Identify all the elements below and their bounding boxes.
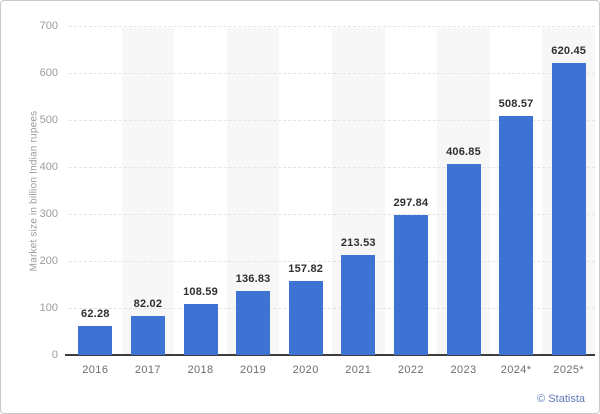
bar-value-label: 157.82 bbox=[288, 262, 324, 275]
gridline bbox=[69, 261, 595, 262]
bar[interactable] bbox=[236, 290, 271, 355]
bar[interactable] bbox=[499, 115, 534, 355]
gridline bbox=[69, 73, 595, 74]
bar[interactable] bbox=[78, 325, 113, 355]
gridline bbox=[69, 26, 595, 27]
y-tick-label: 400 bbox=[39, 161, 58, 173]
x-tick-label: 2017 bbox=[134, 364, 161, 376]
y-tick-label: 100 bbox=[39, 302, 58, 314]
bar-value-label: 297.84 bbox=[393, 197, 429, 210]
x-tick-label: 2016 bbox=[82, 364, 109, 376]
x-tick-label: 2019 bbox=[240, 364, 267, 376]
y-tick-label: 0 bbox=[51, 349, 58, 361]
x-tick-label: 2025* bbox=[553, 364, 585, 376]
y-tick-label: 500 bbox=[39, 114, 58, 126]
bar[interactable] bbox=[130, 316, 165, 355]
x-tick-label: 2024* bbox=[500, 364, 532, 376]
gridline bbox=[69, 167, 595, 168]
x-tick-label: 2021 bbox=[345, 364, 372, 376]
bar[interactable] bbox=[393, 215, 428, 355]
x-axis-line bbox=[65, 354, 595, 356]
bar-value-label: 108.59 bbox=[183, 285, 218, 298]
y-tick-label: 200 bbox=[39, 255, 58, 267]
bar[interactable] bbox=[341, 254, 376, 355]
y-tick-label: 300 bbox=[39, 208, 58, 220]
bar[interactable] bbox=[446, 163, 481, 355]
bar[interactable] bbox=[183, 303, 218, 355]
x-tick-label: 2020 bbox=[292, 364, 319, 376]
bar-value-label: 82.02 bbox=[133, 298, 163, 311]
bar-value-label: 406.85 bbox=[446, 145, 481, 158]
y-axis-title: Market size in billion Indian rupees bbox=[28, 110, 40, 272]
gridline bbox=[69, 308, 595, 309]
statista-credit-link[interactable]: © Statista bbox=[537, 393, 585, 405]
y-tick-label: 600 bbox=[39, 67, 58, 79]
x-tick-label: 2022 bbox=[397, 364, 424, 376]
y-tick-label: 700 bbox=[39, 20, 58, 32]
x-tick-label: 2023 bbox=[450, 364, 477, 376]
bar[interactable] bbox=[551, 63, 586, 355]
bar[interactable] bbox=[288, 280, 323, 355]
gridline bbox=[69, 120, 595, 121]
bar-value-label: 213.53 bbox=[340, 236, 376, 249]
gridline bbox=[69, 214, 595, 215]
plot-area: 0 100 200 300 400 500 600 700 62.28 2016 82.02 2017… bbox=[40, 20, 595, 376]
x-tick-label: 2018 bbox=[187, 364, 214, 376]
column-stripe bbox=[121, 28, 175, 354]
bar-value-label: 620.45 bbox=[551, 45, 587, 58]
bar-value-label: 508.57 bbox=[498, 97, 534, 110]
bar-value-label: 136.83 bbox=[235, 272, 271, 285]
bar-value-label: 62.28 bbox=[81, 307, 110, 320]
